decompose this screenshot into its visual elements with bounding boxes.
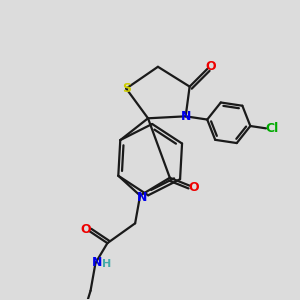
Text: H: H <box>102 259 111 269</box>
Text: O: O <box>188 181 199 194</box>
Text: Cl: Cl <box>265 122 279 135</box>
Text: S: S <box>122 82 131 95</box>
Text: N: N <box>92 256 103 269</box>
Text: N: N <box>181 110 191 123</box>
Text: O: O <box>80 223 91 236</box>
Text: N: N <box>137 191 147 204</box>
Text: O: O <box>205 60 216 73</box>
